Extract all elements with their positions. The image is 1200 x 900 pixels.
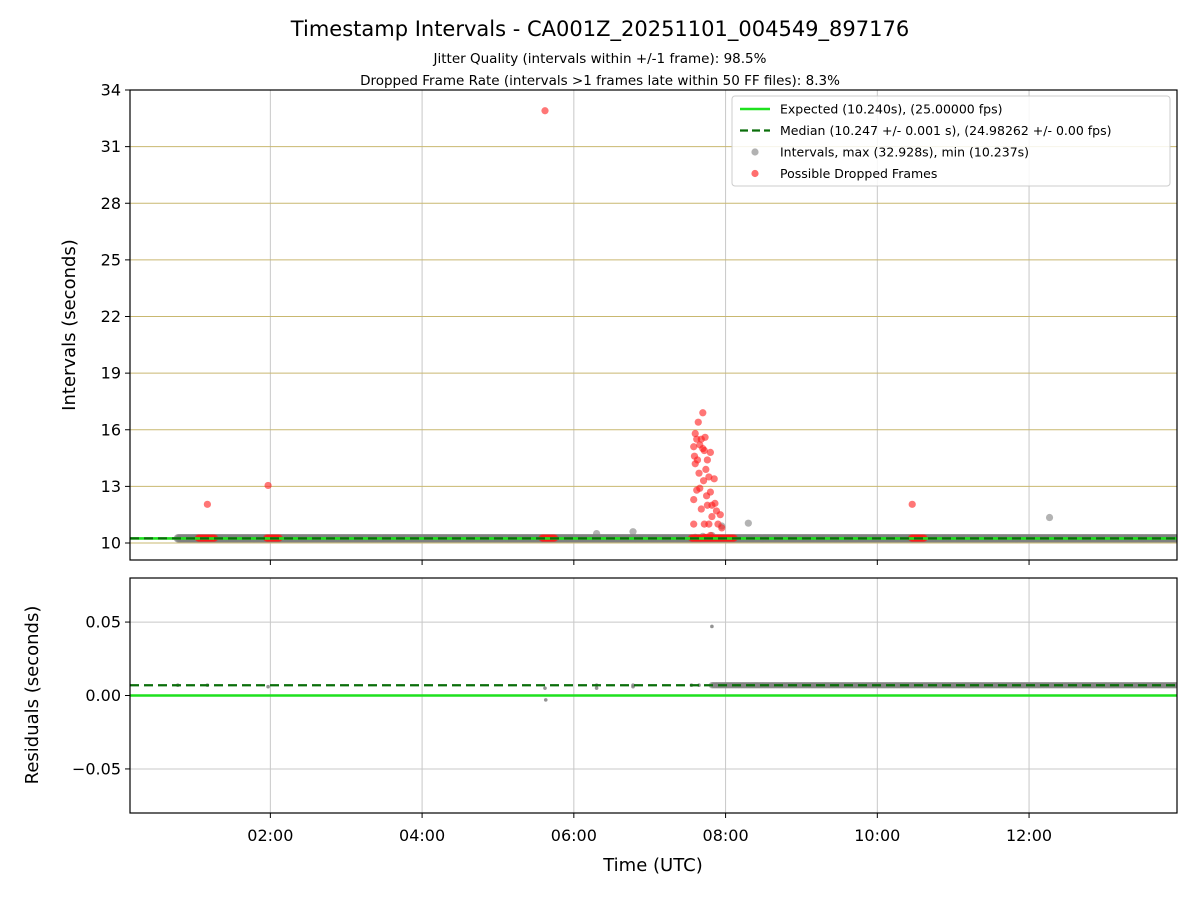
y-tick-label: 0.05 bbox=[85, 613, 121, 632]
legend: Expected (10.240s), (25.00000 fps) Median… bbox=[731, 95, 1171, 187]
y-tick-label: 19 bbox=[101, 364, 121, 383]
dropped-frame-point bbox=[699, 409, 707, 417]
residual-point bbox=[631, 684, 635, 689]
dropped-frame-point bbox=[716, 511, 724, 519]
legend-swatch-marker bbox=[751, 148, 759, 156]
legend-entry-label: Expected (10.240s), (25.00000 fps) bbox=[780, 102, 1002, 117]
dropped-frame-point bbox=[908, 500, 916, 508]
residual-point bbox=[594, 686, 599, 690]
residual-point bbox=[266, 684, 270, 689]
plot-frame bbox=[129, 89, 1178, 561]
dropped-frame-point bbox=[691, 429, 699, 438]
interval-point bbox=[744, 519, 752, 527]
dropped-frame-point bbox=[696, 484, 704, 492]
dropped-frame-point bbox=[703, 456, 711, 464]
chart-subtitle-dropped: Dropped Frame Rate (intervals >1 frames … bbox=[360, 73, 840, 89]
dropped-frame-point bbox=[690, 443, 698, 451]
x-tick-label: 10:00 bbox=[854, 826, 900, 845]
legend-entry-label: Possible Dropped Frames bbox=[780, 166, 937, 181]
dropped-frame-point bbox=[693, 456, 702, 464]
dropped-frame-point bbox=[699, 477, 708, 485]
intervals-y-axis-label: Intervals (seconds) bbox=[59, 239, 80, 411]
dropped-frame-point bbox=[694, 418, 702, 426]
dropped-frame-point bbox=[697, 505, 705, 513]
dropped-frame-point bbox=[706, 488, 715, 496]
y-tick-label: −0.05 bbox=[72, 759, 121, 778]
y-tick-label: 16 bbox=[101, 420, 121, 439]
residuals-y-axis-label: Residuals (seconds) bbox=[22, 606, 43, 785]
residuals-panel: 0.05 0.00 −0.05 02:00 04:00 06:00 08:00 10:00 12… bbox=[72, 577, 1178, 845]
dropped-frame-point bbox=[702, 465, 710, 473]
dropped-frame-point bbox=[264, 481, 272, 490]
y-tick-label: 31 bbox=[101, 137, 121, 156]
y-tick-label: 22 bbox=[101, 307, 121, 326]
residual-point bbox=[1173, 682, 1177, 689]
legend-entry-label: Intervals, max (32.928s), min (10.237s) bbox=[780, 145, 1029, 160]
dropped-frame-point bbox=[701, 433, 709, 441]
x-axis-label: Time (UTC) bbox=[602, 855, 703, 876]
x-tick-label: 12:00 bbox=[1006, 826, 1052, 845]
legend-box bbox=[731, 95, 1171, 187]
dropped-frame-point bbox=[711, 499, 719, 507]
dropped-frame-point bbox=[708, 512, 716, 521]
dropped-frame-point bbox=[541, 107, 549, 115]
residual-point bbox=[543, 698, 548, 702]
x-tick-label: 06:00 bbox=[551, 826, 597, 845]
dropped-frame-point bbox=[710, 475, 718, 483]
y-tick-label: 0.00 bbox=[85, 686, 121, 705]
x-tick-label: 08:00 bbox=[703, 826, 749, 845]
y-tick-label: 10 bbox=[101, 534, 121, 553]
dropped-frame-point bbox=[700, 446, 708, 455]
chart-title: Timestamp Intervals - CA001Z_20251101_00… bbox=[290, 17, 909, 42]
y-tick-label: 34 bbox=[101, 81, 121, 100]
interval-point bbox=[592, 529, 601, 538]
dropped-frame-point bbox=[705, 520, 713, 528]
interval-point bbox=[1045, 513, 1054, 522]
residual-point bbox=[543, 686, 547, 690]
y-tick-label: 25 bbox=[101, 250, 121, 269]
dropped-frame-point bbox=[203, 500, 211, 508]
interval-point bbox=[629, 528, 637, 536]
x-tick-label: 04:00 bbox=[399, 826, 445, 845]
y-tick-label: 13 bbox=[101, 477, 121, 496]
residual-point bbox=[710, 624, 714, 629]
y-tick-label: 28 bbox=[101, 194, 121, 213]
dropped-frame-point bbox=[718, 524, 726, 532]
legend-entry-label: Median (10.247 +/- 0.001 s), (24.98262 +… bbox=[780, 123, 1111, 138]
dropped-frame-point bbox=[706, 448, 715, 457]
dropped-frame-point bbox=[690, 495, 698, 504]
chart-subtitle-jitter: Jitter Quality (intervals within +/-1 fr… bbox=[433, 51, 767, 67]
dropped-frame-point bbox=[690, 520, 698, 528]
x-tick-label: 02:00 bbox=[247, 826, 293, 845]
dropped-frame-point bbox=[695, 469, 703, 477]
intervals-panel: 10 13 16 19 22 25 28 31 34 bbox=[101, 81, 1178, 565]
legend-swatch-marker bbox=[751, 169, 759, 178]
